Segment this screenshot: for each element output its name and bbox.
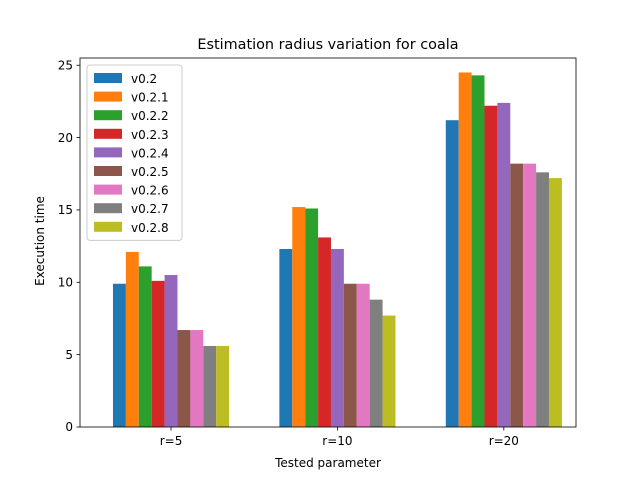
bar-v0-2-8-r10 <box>382 315 396 427</box>
legend-swatch <box>94 110 122 121</box>
y-tick-label: 5 <box>65 348 73 362</box>
legend-label: v0.2.1 <box>131 91 169 105</box>
legend-swatch <box>94 91 122 102</box>
bar-v0-2-6-r10 <box>356 283 370 427</box>
x-axis-label: Tested parameter <box>274 456 381 470</box>
x-tick-label: r=20 <box>489 434 519 448</box>
legend-label: v0.2.2 <box>131 109 169 123</box>
bar-v0-2-r5 <box>112 283 126 427</box>
y-tick-label: 0 <box>65 420 73 434</box>
bar-v0-2-1-r5 <box>125 251 139 427</box>
legend-swatch <box>94 73 122 83</box>
bar-v0-2-1-r20 <box>458 72 472 427</box>
y-tick-label: 10 <box>58 275 73 289</box>
bar-v0-2-8-r20 <box>548 178 562 427</box>
bar-v0-2-4-r10 <box>330 249 344 427</box>
legend-label: v0.2.6 <box>131 184 169 198</box>
bar-v0-2-5-r5 <box>177 330 191 427</box>
bar-v0-2-7-r10 <box>369 299 383 427</box>
legend-swatch <box>94 166 122 176</box>
chart-title: Estimation radius variation for coala <box>197 37 458 53</box>
legend-swatch <box>94 203 122 214</box>
bar-v0-2-6-r5 <box>190 330 204 427</box>
legend-swatch <box>94 128 122 139</box>
x-tick-label: r=10 <box>322 434 352 448</box>
legend-swatch <box>94 221 122 232</box>
legend: v0.2 v0.2.1 v0.2.2 v0.2.3 v0.2.4 v0.2.5 v0.2.6… <box>86 64 183 241</box>
legend-label: v0.2.7 <box>131 202 169 216</box>
legend-label: v0.2.8 <box>131 221 169 235</box>
bar-v0-2-r20 <box>445 120 459 427</box>
bar-v0-2-5-r20 <box>510 163 524 427</box>
bar-v0-2-7-r20 <box>536 172 549 427</box>
bar-v0-2-5-r10 <box>343 283 357 427</box>
legend-label: v0.2.4 <box>131 146 169 160</box>
bar-v0-2-6-r20 <box>523 163 537 427</box>
legend-swatch <box>94 184 122 195</box>
legend-label: v0.2.5 <box>131 165 169 179</box>
bar-v0-2-8-r5 <box>216 345 230 427</box>
bar-v0-2-2-r10 <box>305 208 319 427</box>
bar-v0-2-1-r10 <box>292 207 306 427</box>
bar-v0-2-7-r5 <box>203 345 217 427</box>
bar-v0-2-3-r5 <box>151 280 165 427</box>
bar-v0-2-3-r20 <box>484 105 498 427</box>
y-tick-label: 15 <box>58 203 73 217</box>
legend-swatch <box>94 147 122 158</box>
bar-v0-2-4-r5 <box>164 275 178 427</box>
bar-v0-2-2-r20 <box>471 75 485 428</box>
axes-layer: 0 5 10 15 20 25 r=5 r=10 r=20 <box>58 57 577 448</box>
legend-box <box>86 64 183 241</box>
y-axis-label: Execution time <box>33 196 47 286</box>
bar-v0-2-4-r20 <box>497 102 511 428</box>
legend-label: v0.2 <box>131 72 157 86</box>
legend-label: v0.2.3 <box>131 128 169 142</box>
bar-v0-2-2-r5 <box>138 266 152 427</box>
bar-v0-2-3-r10 <box>318 237 331 427</box>
bar-v0-2-r10 <box>279 249 293 427</box>
plot-frame <box>79 57 577 428</box>
x-tick-label: r=5 <box>160 434 183 448</box>
y-tick-label: 20 <box>58 131 73 145</box>
bars-layer <box>112 72 562 428</box>
y-tick-label: 25 <box>58 58 73 72</box>
